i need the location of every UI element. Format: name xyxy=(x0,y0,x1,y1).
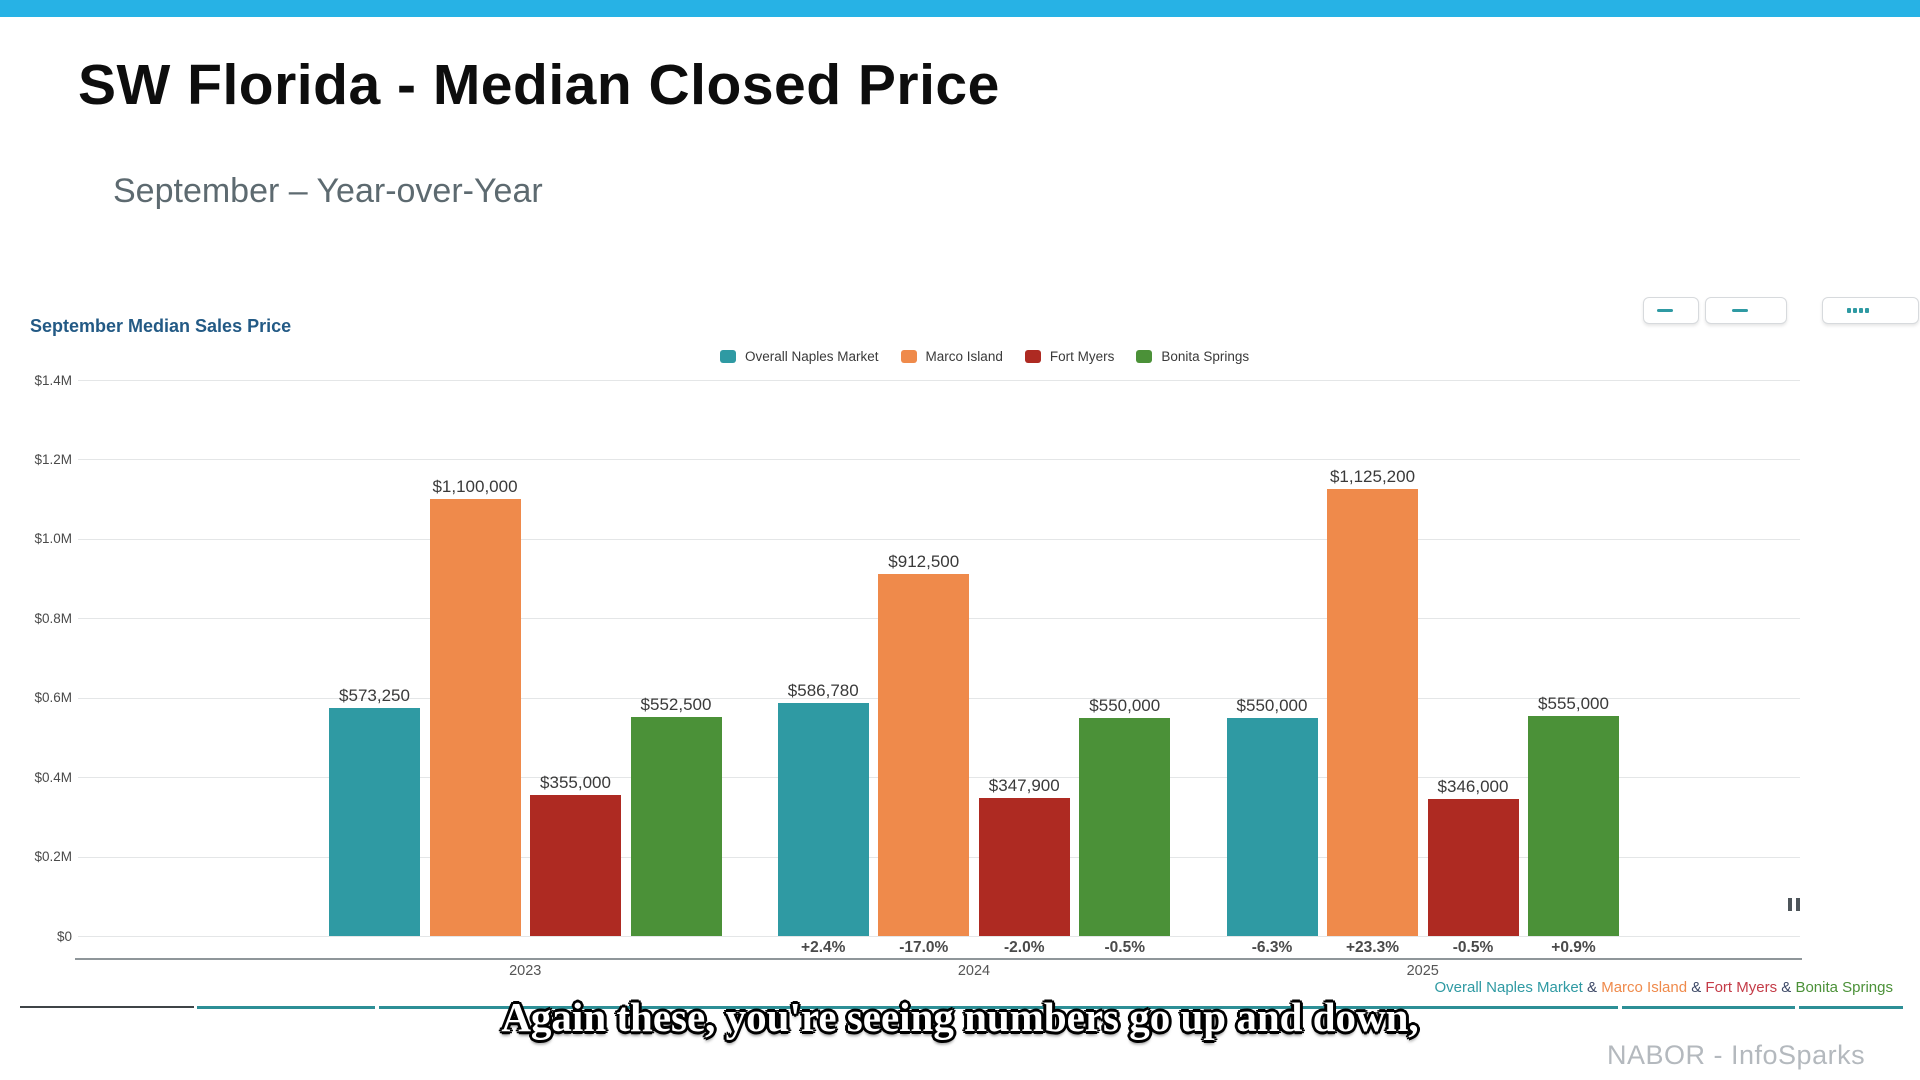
bar-value-label: $355,000 xyxy=(540,773,611,792)
footer-legend-overall-naples-market: Overall Naples Market xyxy=(1434,979,1583,996)
bar-value-label: $586,780 xyxy=(787,680,859,700)
bar-value-label: $1,125,200 xyxy=(1329,467,1416,487)
bar-value-label: $912,500 xyxy=(888,551,960,571)
y-axis-tick-label: $1.0M xyxy=(34,531,72,547)
gridline xyxy=(78,538,1800,540)
y-axis-tick-label: $0.8M xyxy=(34,610,72,626)
toolbar-button-3[interactable] xyxy=(1822,297,1919,324)
pct-change-label: +0.9% xyxy=(1551,939,1596,956)
bar-value-label: $552,500 xyxy=(640,694,712,714)
footer-series-legend: Overall Naples Market & Marco Island & F… xyxy=(1434,979,1893,996)
gridline xyxy=(78,459,1800,461)
x-axis-year-label: 2025 xyxy=(1406,963,1439,979)
toolbar-button-1[interactable] xyxy=(1643,297,1699,324)
bar-value-label: $573,250 xyxy=(339,686,410,706)
pct-change-label: +23.3% xyxy=(1345,939,1399,956)
toolbar-button-2[interactable] xyxy=(1705,297,1787,324)
pct-change-label: -17.0% xyxy=(899,939,949,956)
bar-value-label: $550,000 xyxy=(1089,695,1161,715)
legend-swatch xyxy=(1136,350,1153,363)
y-axis-tick-label: $1.4M xyxy=(34,372,72,388)
legend-label: Fort Myers xyxy=(1049,349,1115,364)
gridline xyxy=(78,380,1800,381)
chart-title: September Median Sales Price xyxy=(30,316,292,336)
bar-overall-naples-market-2023[interactable] xyxy=(329,708,420,936)
legend-swatch xyxy=(720,350,736,363)
timeline-segment[interactable] xyxy=(1799,1006,1903,1009)
bar-fort-myers-2023[interactable] xyxy=(530,795,621,936)
chart-legend: Overall Naples Market Marco Island Fort My… xyxy=(720,349,1249,364)
top-accent-bar xyxy=(0,0,1920,17)
footer-legend-separator: & xyxy=(1777,979,1796,996)
timeline-segment[interactable] xyxy=(20,1006,194,1008)
x-axis-year-label: 2024 xyxy=(957,963,991,979)
legend-item-bonita-springs[interactable]: Bonita Springs xyxy=(1136,349,1249,364)
watermark: NABOR - InfoSparks xyxy=(1607,1040,1866,1070)
legend-swatch xyxy=(1024,350,1041,363)
page-subtitle: September – Year-over-Year xyxy=(113,172,543,210)
y-axis-tick-label: $0.2M xyxy=(34,849,72,865)
video-caption: Again these, you're seeing numbers go up… xyxy=(501,994,1419,1040)
bar-value-label: $347,900 xyxy=(988,775,1060,795)
bar-value-label: $550,000 xyxy=(1236,695,1308,715)
bar-fort-myers-2024[interactable] xyxy=(978,797,1070,936)
footer-legend-separator: & xyxy=(1582,979,1602,996)
footer-legend-bonita-springs: Bonita Springs xyxy=(1795,979,1893,996)
y-axis-tick-label: $1.2M xyxy=(34,451,72,467)
legend-item-marco-island[interactable]: Marco Island xyxy=(900,349,1003,364)
timeline-segment[interactable] xyxy=(1622,1006,1795,1009)
legend-item-fort-myers[interactable]: Fort Myers xyxy=(1024,349,1115,364)
legend-label: Bonita Springs xyxy=(1161,349,1250,364)
pct-change-label: -0.5% xyxy=(1104,939,1146,956)
pct-change-label: -0.5% xyxy=(1452,939,1494,956)
legend-label: Overall Naples Market xyxy=(745,349,879,364)
x-axis-year-label: 2023 xyxy=(509,963,542,979)
page-title: SW Florida - Median Closed Price xyxy=(78,53,1000,117)
y-axis-tick-label: $0.4M xyxy=(34,769,72,785)
plot-edge-mark xyxy=(1796,898,1800,911)
footer-legend-fort-myers: Fort Myers xyxy=(1705,979,1778,996)
gridline xyxy=(78,936,1800,937)
legend-label: Marco Island xyxy=(925,349,1003,364)
bar-value-label: $1,100,000 xyxy=(432,477,518,497)
bar-marco-island-2023[interactable] xyxy=(429,499,521,936)
timeline-segment[interactable] xyxy=(197,1006,375,1009)
footer-legend-marco-island: Marco Island xyxy=(1601,979,1688,996)
dots-icon xyxy=(1847,308,1869,313)
bar-bonita-springs-2024[interactable] xyxy=(1079,717,1171,936)
bar-marco-island-2024[interactable] xyxy=(878,573,970,936)
plot-edge-mark xyxy=(1788,898,1792,911)
legend-item-overall-naples-market[interactable]: Overall Naples Market xyxy=(720,349,879,364)
pct-change-label: -2.0% xyxy=(1004,939,1045,956)
bar-marco-island-2025[interactable] xyxy=(1327,489,1418,936)
y-axis-tick-label: $0 xyxy=(56,928,72,944)
bar-value-label: $555,000 xyxy=(1538,693,1609,713)
footer-legend-separator: & xyxy=(1687,979,1706,996)
x-axis-line xyxy=(75,958,1802,960)
dash-icon xyxy=(1657,309,1673,312)
legend-swatch xyxy=(900,350,917,363)
bar-bonita-springs-2023[interactable] xyxy=(630,716,722,936)
bar-fort-myers-2025[interactable] xyxy=(1427,798,1519,936)
bar-overall-naples-market-2024[interactable] xyxy=(777,702,869,936)
y-axis-tick-label: $0.6M xyxy=(34,690,72,706)
pct-change-label: -6.3% xyxy=(1251,939,1293,956)
dash-icon xyxy=(1732,309,1748,312)
timeline-segment[interactable] xyxy=(379,1006,1618,1009)
bar-overall-naples-market-2025[interactable] xyxy=(1226,717,1318,936)
bar-bonita-springs-2025[interactable] xyxy=(1528,715,1619,936)
bar-value-label: $346,000 xyxy=(1437,776,1509,796)
pct-change-label: +2.4% xyxy=(801,939,846,956)
